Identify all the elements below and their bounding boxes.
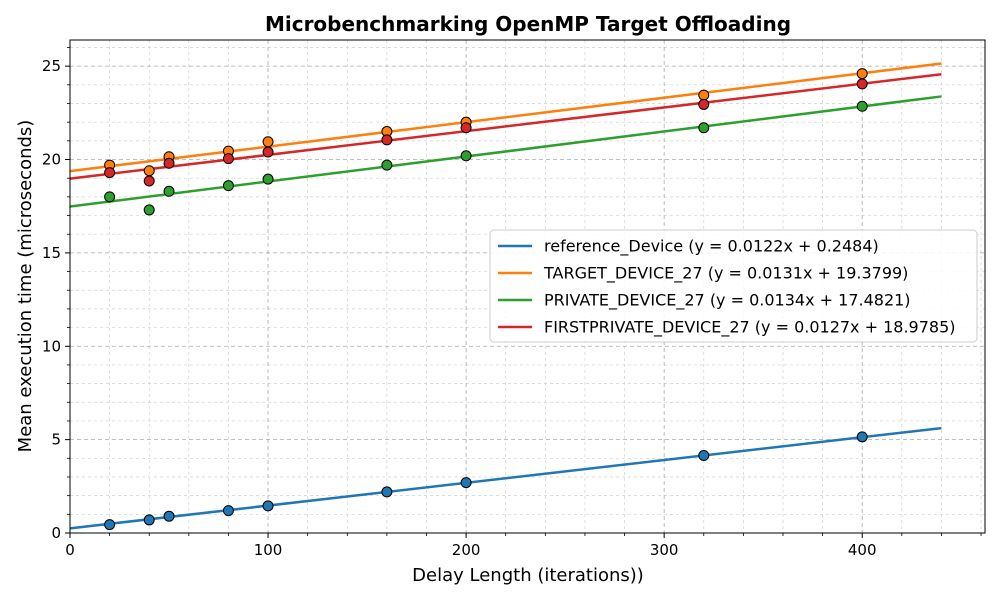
y-tick-label: 10	[42, 337, 61, 355]
data-point-series-3	[262, 146, 274, 158]
x-tick-label: 100	[254, 541, 283, 559]
fit-lines	[69, 62, 942, 530]
y-tick-label: 0	[51, 524, 61, 542]
fit-line-series-1	[69, 62, 942, 173]
y-tick-label: 5	[51, 431, 61, 449]
x-tick-label: 400	[848, 541, 877, 559]
data-point-series-2	[460, 150, 472, 162]
data-point-series-3	[856, 78, 868, 90]
data-point-series-2	[163, 185, 175, 197]
data-point-series-2	[143, 204, 155, 216]
data-point-series-1	[856, 68, 868, 80]
x-axis-label: Delay Length (iterations))	[412, 565, 644, 586]
y-tick-label: 15	[42, 244, 61, 262]
x-axis-ticks: 0 100 200 300 400	[65, 533, 982, 559]
data-point-series-3	[381, 134, 393, 146]
fit-line-series-2	[69, 95, 942, 208]
data-point-series-3	[104, 167, 116, 179]
data-point-series-3	[163, 157, 175, 169]
data-point-series-3	[698, 98, 710, 110]
data-point-series-0	[856, 431, 868, 443]
y-tick-label: 20	[42, 151, 61, 169]
legend-entry: TARGET_DEVICE_27 (y = 0.0131x + 19.3799)	[543, 264, 908, 284]
legend-box	[489, 229, 978, 343]
data-point-series-1	[262, 136, 274, 148]
data-point-series-3	[460, 122, 472, 134]
data-points	[104, 68, 868, 531]
data-point-series-1	[698, 89, 710, 101]
fit-line-series-3	[69, 72, 942, 180]
data-point-series-2	[262, 173, 274, 185]
data-point-series-2	[222, 180, 234, 192]
data-point-series-0	[698, 450, 710, 462]
y-tick-label: 25	[42, 57, 61, 75]
x-tick-label: 300	[650, 541, 679, 559]
y-axis-ticks: 0 5 10 15 20 25	[42, 47, 70, 542]
data-point-series-0	[222, 505, 234, 517]
data-point-series-2	[698, 122, 710, 134]
data-point-series-0	[163, 510, 175, 522]
legend-entry: FIRSTPRIVATE_DEVICE_27 (y = 0.0127x + 18…	[544, 318, 956, 338]
plot-frame	[69, 39, 986, 534]
legend: reference_Device (y = 0.0122x + 0.2484) T…	[489, 229, 978, 343]
data-point-series-0	[262, 500, 274, 512]
data-point-series-2	[104, 191, 116, 203]
x-tick-label: 0	[65, 541, 75, 559]
data-point-series-2	[381, 159, 393, 171]
legend-entry: PRIVATE_DEVICE_27 (y = 0.0134x + 17.4821…	[544, 291, 911, 311]
data-point-series-0	[143, 514, 155, 526]
data-point-series-3	[143, 175, 155, 187]
data-point-series-0	[104, 519, 116, 531]
data-point-series-0	[460, 477, 472, 489]
data-point-series-1	[143, 165, 155, 177]
data-point-series-2	[856, 100, 868, 112]
chart-title: Microbenchmarking OpenMP Target Offloadi…	[265, 12, 791, 36]
x-tick-label: 200	[452, 541, 481, 559]
legend-entry: reference_Device (y = 0.0122x + 0.2484)	[544, 237, 879, 257]
fit-line-series-0	[69, 426, 942, 530]
y-axis-label: Mean execution time (microseconds)	[15, 120, 36, 453]
data-point-series-0	[381, 486, 393, 498]
data-point-series-3	[222, 153, 234, 165]
